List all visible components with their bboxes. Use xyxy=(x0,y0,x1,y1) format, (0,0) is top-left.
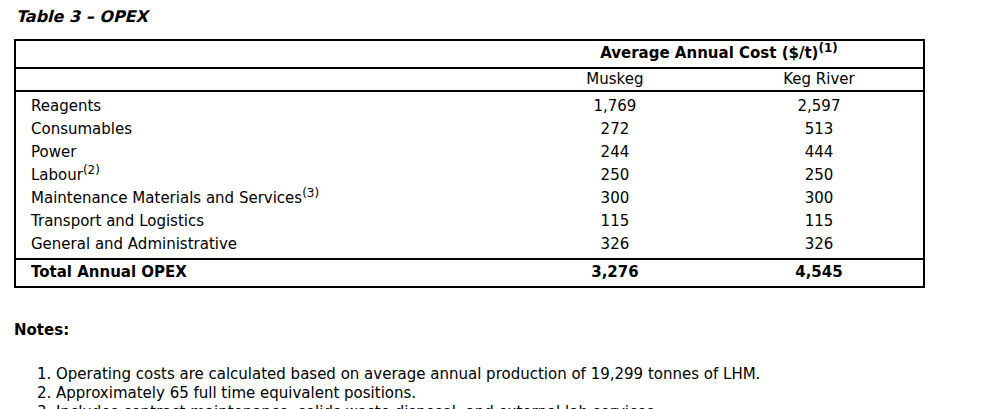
notes-list: Operating costs are calculated based on … xyxy=(14,365,984,409)
empty-header-cell xyxy=(15,40,515,68)
table-row: Labour(2)250250 xyxy=(15,164,924,187)
row-label: Power xyxy=(15,141,515,164)
row-label: Maintenance Materials and Services(3) xyxy=(15,187,515,210)
muskeg-value: 272 xyxy=(515,118,715,141)
total-row-label: Total Annual OPEX xyxy=(15,259,515,287)
column-header-muskeg: Muskeg xyxy=(515,68,715,91)
main-header-cell: Average Annual Cost ($/t)(1) xyxy=(515,40,924,68)
keg-river-value: 300 xyxy=(715,187,924,210)
empty-subheader-cell xyxy=(15,68,515,91)
muskeg-value: 326 xyxy=(515,233,715,259)
row-label: General and Administrative xyxy=(15,233,515,259)
keg-river-value: 250 xyxy=(715,164,924,187)
muskeg-value: 250 xyxy=(515,164,715,187)
footnote-ref: (3) xyxy=(302,186,319,200)
note-item: Approximately 65 full time equivalent po… xyxy=(56,384,984,403)
row-label: Consumables xyxy=(15,118,515,141)
keg-river-value: 444 xyxy=(715,141,924,164)
total-muskeg-value: 3,276 xyxy=(515,259,715,287)
document-page: Table 3 – OPEX Average Annual Cost ($/t)… xyxy=(0,0,984,409)
sub-header-row: Muskeg Keg River xyxy=(15,68,924,91)
table-row: Consumables272513 xyxy=(15,118,924,141)
keg-river-value: 326 xyxy=(715,233,924,259)
note-item: Includes contract maintenance, solids wa… xyxy=(56,403,984,409)
total-row: Total Annual OPEX 3,276 4,545 xyxy=(15,259,924,287)
notes-heading: Notes: xyxy=(14,321,984,340)
footnote-ref-1: (1) xyxy=(818,41,837,55)
muskeg-value: 115 xyxy=(515,210,715,233)
table-row: Maintenance Materials and Services(3)300… xyxy=(15,187,924,210)
muskeg-value: 300 xyxy=(515,187,715,210)
keg-river-value: 513 xyxy=(715,118,924,141)
column-header-keg-river: Keg River xyxy=(715,68,924,91)
row-label: Transport and Logistics xyxy=(15,210,515,233)
table-row: Transport and Logistics115115 xyxy=(15,210,924,233)
keg-river-value: 2,597 xyxy=(715,91,924,118)
main-header-row: Average Annual Cost ($/t)(1) xyxy=(15,40,924,68)
table-row: General and Administrative326326 xyxy=(15,233,924,259)
row-label: Labour(2) xyxy=(15,164,515,187)
keg-river-value: 115 xyxy=(715,210,924,233)
notes-section: Notes: Operating costs are calculated ba… xyxy=(14,321,984,409)
table-row: Power244444 xyxy=(15,141,924,164)
main-header-label: Average Annual Cost ($/t) xyxy=(600,44,818,62)
table-row: Reagents1,7692,597 xyxy=(15,91,924,118)
table-title: Table 3 – OPEX xyxy=(16,7,984,27)
note-item: Operating costs are calculated based on … xyxy=(56,365,984,384)
muskeg-value: 244 xyxy=(515,141,715,164)
muskeg-value: 1,769 xyxy=(515,91,715,118)
footnote-ref: (2) xyxy=(83,163,100,177)
row-label: Reagents xyxy=(15,91,515,118)
total-keg-river-value: 4,545 xyxy=(715,259,924,287)
opex-table: Average Annual Cost ($/t)(1) Muskeg Keg … xyxy=(14,39,925,288)
